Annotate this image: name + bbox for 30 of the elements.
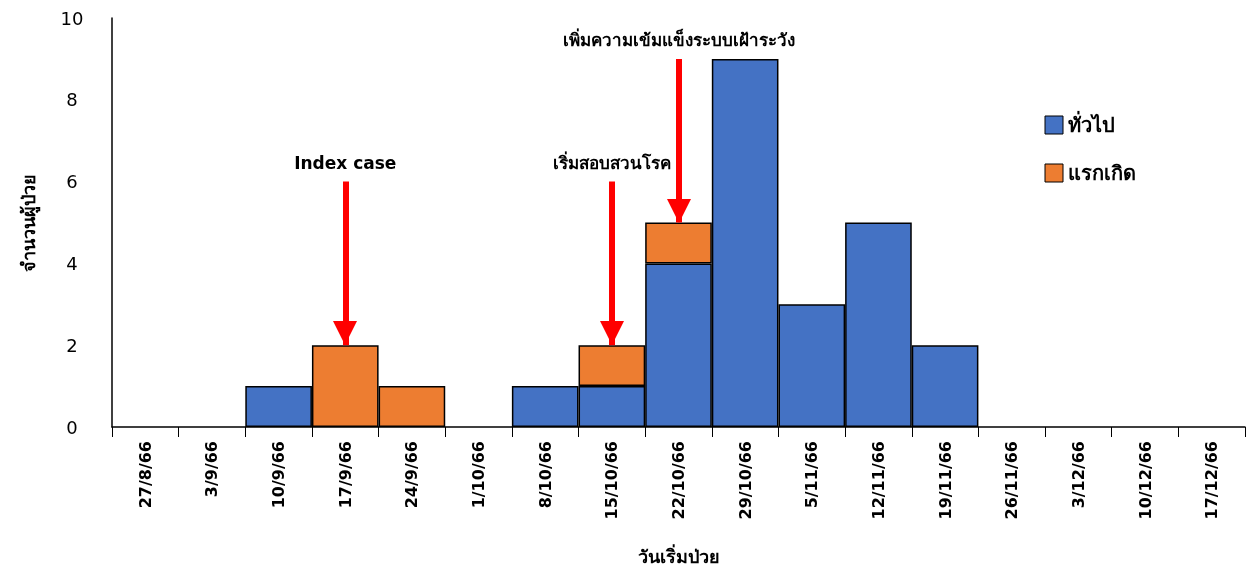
x-tick-label: 12/11/66	[868, 441, 888, 520]
x-tick-label: 10/12/66	[1135, 441, 1155, 520]
legend-label: แรกเกิด	[1068, 161, 1136, 185]
legend-label: ทั่วไป	[1068, 110, 1115, 137]
x-tick-label: 17/9/66	[335, 441, 355, 509]
y-tick-label: 2	[66, 334, 78, 356]
x-tick-label: 27/8/66	[135, 441, 155, 509]
y-tick-label: 10	[60, 7, 84, 29]
x-tick-label: 19/11/66	[935, 441, 955, 520]
annotation: เพิ่มความเข้มแข็งระบบเฝ้าระวัง	[562, 28, 795, 51]
annotation: Index case	[294, 153, 397, 174]
y-tick-label: 0	[66, 416, 78, 438]
x-tick-label: 1/10/66	[469, 441, 489, 509]
x-tick-label: 26/11/66	[1002, 441, 1022, 520]
x-tick-label: 3/9/66	[202, 441, 222, 498]
x-axis-title: วันเริ่มป่วย	[637, 543, 720, 567]
x-tick-label: 29/10/66	[735, 441, 755, 520]
annotation: เริ่มสอบสวนโรค	[552, 151, 671, 174]
x-tick-label: 8/10/66	[535, 441, 555, 509]
x-tick-label: 24/9/66	[402, 441, 422, 509]
y-tick-label: 4	[66, 252, 78, 274]
x-tick-label: 15/10/66	[602, 441, 622, 520]
y-tick-label: 8	[66, 89, 78, 111]
x-tick-label: 22/10/66	[669, 441, 688, 520]
x-tick-label: 10/9/66	[269, 441, 289, 509]
x-tick-label: 3/12/66	[1068, 441, 1088, 509]
y-tick-label: 6	[66, 171, 78, 193]
y-axis-title: จำนวนผู้ป่วย	[17, 173, 41, 272]
x-tick-label: 5/11/66	[802, 441, 822, 509]
x-tick-label: 17/12/66	[1202, 441, 1222, 520]
